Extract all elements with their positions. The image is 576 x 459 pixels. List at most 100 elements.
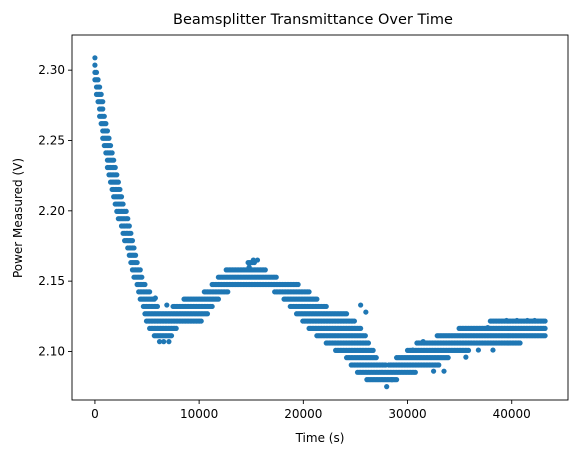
- scatter-point: [389, 377, 395, 383]
- scatter-point: [107, 142, 114, 149]
- scatter-point: [128, 230, 134, 236]
- scatter-point: [542, 325, 548, 332]
- x-tick-label: 10000: [180, 407, 218, 421]
- x-axis-ticks: 0 10000 20000 30000 40000: [91, 400, 531, 421]
- scatter-point: [410, 347, 416, 353]
- scatter-point: [168, 333, 175, 339]
- scatter-point: [161, 339, 167, 345]
- scatter-point: [111, 157, 117, 163]
- scatter-point: [123, 208, 129, 214]
- scatter-point: [215, 296, 221, 302]
- scatter-point: [139, 274, 145, 280]
- scatter-point: [95, 77, 101, 83]
- scatter-point: [101, 113, 107, 119]
- y-axis-label: Power Measured (V): [11, 158, 25, 278]
- plot-area-frame: [71, 34, 569, 401]
- scatter-point: [156, 339, 163, 345]
- scatter-point: [225, 289, 231, 295]
- scatter-point: [100, 106, 106, 112]
- scatter-point: [152, 295, 158, 301]
- y-tick-label: 2.25: [38, 133, 65, 147]
- scatter-point: [134, 259, 140, 266]
- scatter-point: [358, 325, 364, 332]
- scatter-point: [475, 347, 481, 353]
- scatter-point: [115, 179, 121, 185]
- scatter-point: [517, 340, 523, 346]
- y-tick-label: 2.30: [38, 63, 65, 77]
- chart-title: Beamsplitter Transmittance Over Time: [173, 12, 453, 28]
- scatter-point: [112, 164, 118, 171]
- scatter-point: [463, 354, 469, 360]
- scatter-point: [365, 340, 372, 346]
- scatter-point: [129, 238, 136, 244]
- scatter-point: [209, 303, 215, 310]
- scatter-point: [93, 69, 100, 76]
- scatter-point: [92, 62, 98, 68]
- scatter-point: [100, 99, 106, 105]
- scatter-point: [412, 369, 418, 375]
- scatter-point: [132, 252, 139, 258]
- scatter-point: [92, 55, 98, 61]
- scatter-point: [430, 368, 437, 374]
- scatter-point: [106, 135, 112, 141]
- scatter-point: [524, 317, 530, 324]
- scatter-point: [120, 201, 126, 207]
- scatter-point: [358, 302, 364, 308]
- scatter-points: [92, 55, 548, 390]
- scatter-point: [420, 339, 426, 345]
- scatter-point: [166, 339, 172, 345]
- scatter-point: [485, 324, 491, 331]
- scatter-point: [164, 302, 170, 308]
- scatter-point: [173, 325, 179, 332]
- scatter-point: [147, 289, 153, 295]
- scatter-point: [532, 317, 538, 324]
- scatter-point: [363, 309, 369, 315]
- scatter-point: [118, 194, 125, 200]
- x-tick-label: 30000: [388, 407, 426, 421]
- scatter-point: [343, 311, 350, 317]
- scatter-point: [295, 281, 301, 288]
- scatter-point: [114, 172, 120, 178]
- y-tick-label: 2.10: [38, 344, 65, 358]
- scatter-point: [204, 311, 211, 317]
- scatter-point: [490, 347, 496, 353]
- scatter-point: [137, 267, 143, 273]
- x-axis-label: Time (s): [295, 431, 345, 445]
- x-tick-label: 40000: [493, 407, 531, 421]
- scatter-point: [198, 318, 204, 324]
- scatter-point: [104, 128, 111, 134]
- scatter-point: [254, 257, 261, 263]
- scatter-point: [306, 289, 312, 295]
- y-tick-label: 2.15: [38, 274, 65, 288]
- scatter-point: [131, 245, 137, 251]
- scatter-point: [142, 281, 148, 288]
- scatter-point: [542, 333, 548, 339]
- scatter-point: [103, 121, 109, 127]
- x-tick-label: 20000: [284, 407, 322, 421]
- scatter-point: [154, 303, 161, 310]
- scatter-point: [98, 91, 104, 97]
- scatter-point: [384, 384, 390, 390]
- scatter-point: [246, 264, 252, 270]
- scatter-point: [465, 347, 472, 353]
- scatter-point: [393, 377, 400, 383]
- scatter-point: [351, 318, 357, 324]
- scatter-point: [542, 318, 548, 324]
- scatter-point: [250, 257, 256, 263]
- scatter-point: [273, 274, 279, 280]
- scatter-point: [514, 317, 520, 324]
- scatter-point: [436, 362, 442, 368]
- y-axis-ticks: 2.10 2.15 2.20 2.25 2.30: [38, 63, 72, 358]
- scatter-point: [362, 333, 368, 339]
- scatter-point: [97, 84, 103, 90]
- scatter-point: [125, 216, 131, 222]
- scatter-point: [373, 355, 379, 361]
- x-tick-label: 0: [91, 407, 99, 421]
- y-tick-label: 2.20: [38, 204, 65, 218]
- scatter-point: [503, 317, 510, 324]
- scatter-point: [370, 347, 376, 353]
- scatter-point: [314, 296, 320, 302]
